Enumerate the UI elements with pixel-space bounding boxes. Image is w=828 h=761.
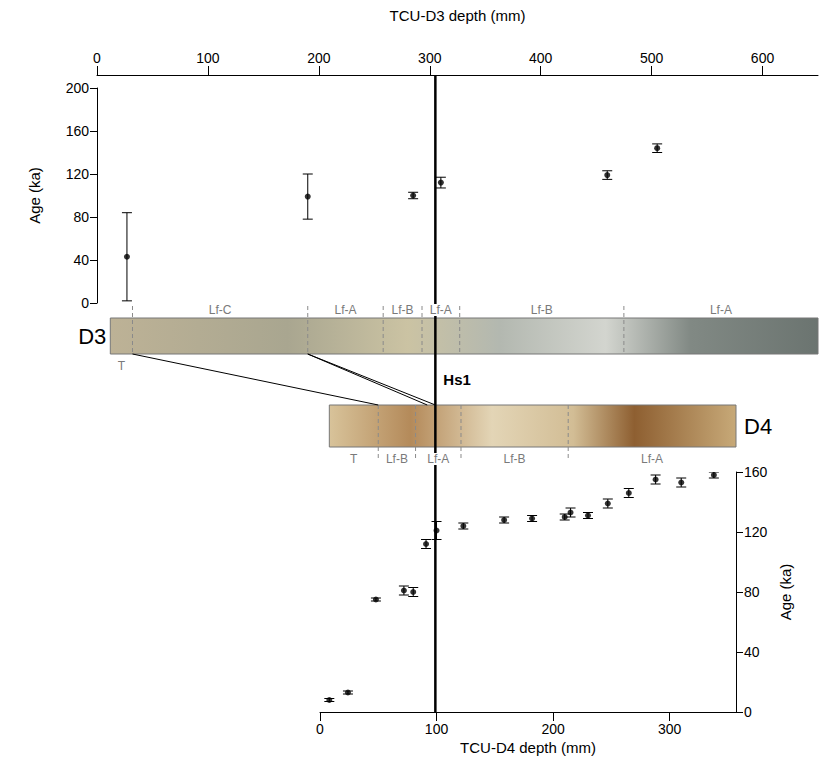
svg-text:D3: D3 <box>78 324 106 349</box>
svg-text:0: 0 <box>316 721 324 737</box>
svg-text:Lf-B: Lf-B <box>386 452 408 466</box>
svg-text:TCU-D4 depth (mm): TCU-D4 depth (mm) <box>460 739 596 756</box>
svg-text:200: 200 <box>66 80 90 96</box>
svg-text:200: 200 <box>541 721 565 737</box>
svg-text:Lf-A: Lf-A <box>430 303 452 317</box>
svg-text:Lf-B: Lf-B <box>504 452 526 466</box>
svg-text:T: T <box>350 452 358 466</box>
svg-text:0: 0 <box>744 704 752 720</box>
svg-text:160: 160 <box>744 464 768 480</box>
svg-text:100: 100 <box>196 50 220 66</box>
svg-text:Lf-A: Lf-A <box>334 303 356 317</box>
svg-text:300: 300 <box>418 50 442 66</box>
svg-text:0: 0 <box>81 295 89 311</box>
svg-text:120: 120 <box>744 524 768 540</box>
svg-text:120: 120 <box>66 166 90 182</box>
svg-text:160: 160 <box>66 123 90 139</box>
svg-text:0: 0 <box>93 50 101 66</box>
svg-text:400: 400 <box>529 50 553 66</box>
svg-text:80: 80 <box>744 584 760 600</box>
svg-text:Age (ka): Age (ka) <box>777 564 794 621</box>
svg-text:D4: D4 <box>744 414 772 439</box>
svg-text:Lf-A: Lf-A <box>641 452 663 466</box>
svg-text:300: 300 <box>658 721 682 737</box>
svg-text:100: 100 <box>425 721 449 737</box>
svg-text:Lf-A: Lf-A <box>710 303 732 317</box>
svg-text:Age (ka): Age (ka) <box>26 167 43 224</box>
svg-text:T: T <box>118 359 126 373</box>
svg-text:Hs1: Hs1 <box>443 371 471 388</box>
svg-text:Lf-B: Lf-B <box>531 303 553 317</box>
svg-text:Lf-B: Lf-B <box>392 303 414 317</box>
svg-text:40: 40 <box>73 252 89 268</box>
svg-text:40: 40 <box>744 644 760 660</box>
svg-text:80: 80 <box>73 209 89 225</box>
svg-text:500: 500 <box>640 50 664 66</box>
svg-text:Lf-C: Lf-C <box>209 303 232 317</box>
svg-text:600: 600 <box>751 50 775 66</box>
svg-text:TCU-D3 depth (mm): TCU-D3 depth (mm) <box>390 7 526 24</box>
svg-text:Lf-A: Lf-A <box>427 452 449 466</box>
svg-text:200: 200 <box>307 50 331 66</box>
